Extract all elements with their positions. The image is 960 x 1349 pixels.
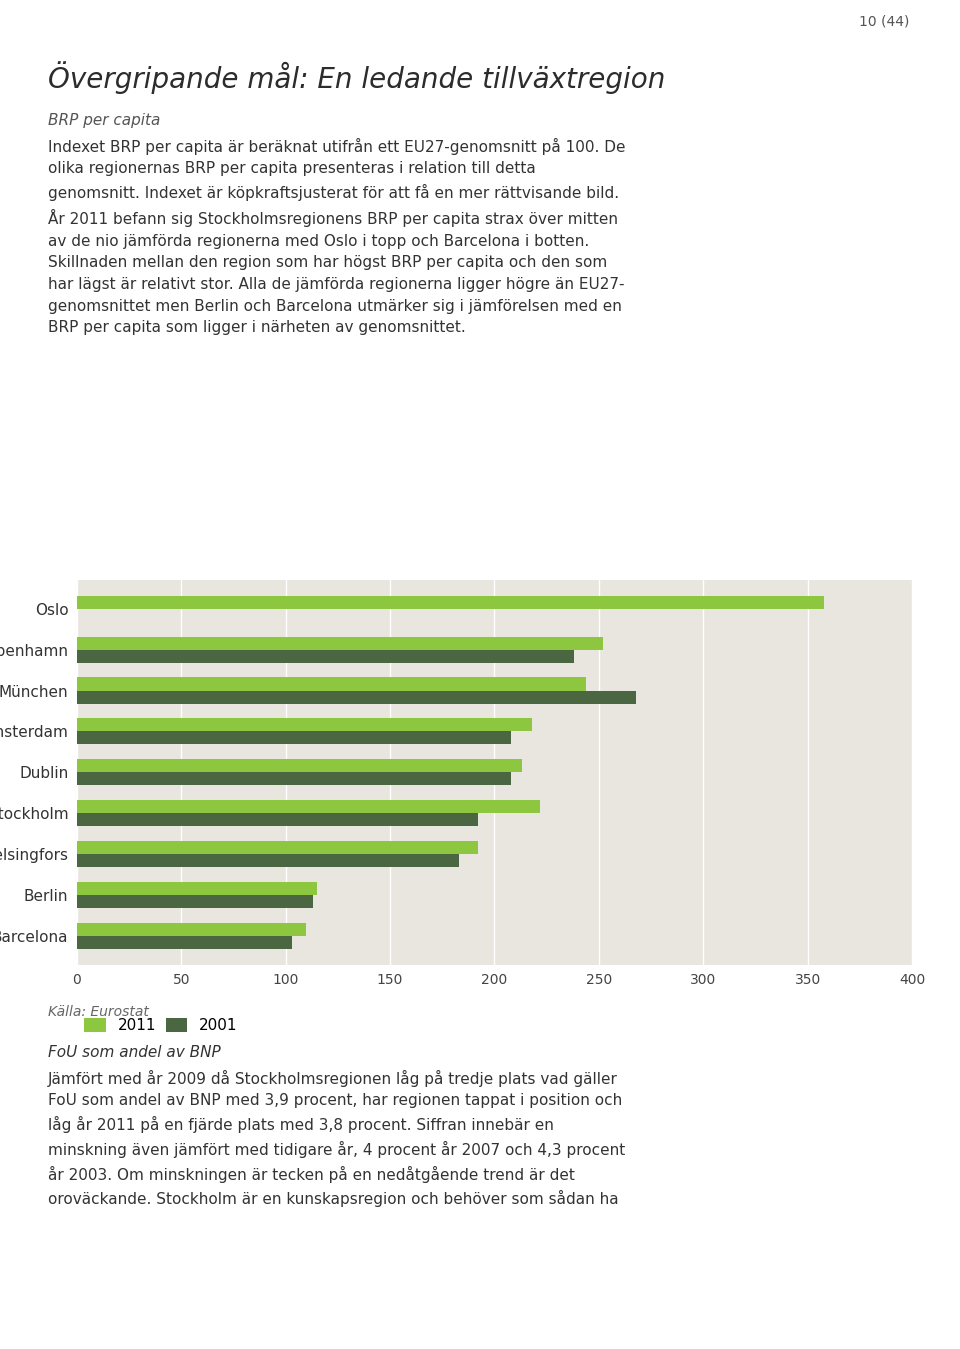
Bar xyxy=(77,650,574,662)
Bar xyxy=(77,759,521,772)
Bar xyxy=(77,854,459,867)
Bar xyxy=(77,731,511,745)
Text: Källa: Eurostat: Källa: Eurostat xyxy=(48,1005,149,1018)
Text: Jämfört med år 2009 då Stockholmsregionen låg på tredje plats vad gäller
FoU som: Jämfört med år 2009 då Stockholmsregione… xyxy=(48,1070,625,1207)
Bar xyxy=(77,596,825,608)
Bar xyxy=(77,882,317,894)
Bar xyxy=(77,691,636,704)
Text: BRP per capita: BRP per capita xyxy=(86,557,225,575)
Text: BRP per capita: BRP per capita xyxy=(48,113,160,128)
Legend: 2011, 2001: 2011, 2001 xyxy=(84,1018,238,1033)
Bar xyxy=(77,813,478,827)
Bar xyxy=(77,936,292,948)
Bar xyxy=(77,637,603,650)
Bar xyxy=(77,923,306,936)
Bar xyxy=(77,772,511,785)
Bar xyxy=(77,840,478,854)
Bar xyxy=(77,677,587,691)
Bar xyxy=(77,894,313,908)
Bar xyxy=(77,718,532,731)
Text: FoU som andel av BNP: FoU som andel av BNP xyxy=(48,1045,221,1060)
Bar xyxy=(77,800,540,813)
Text: 10 (44): 10 (44) xyxy=(859,13,909,28)
Text: Övergripande mål: En ledande tillväxtregion: Övergripande mål: En ledande tillväxtreg… xyxy=(48,61,665,93)
Text: Indexet BRP per capita är beräknat utifrån ett EU27-genomsnitt på 100. De
olika : Indexet BRP per capita är beräknat utifr… xyxy=(48,138,626,335)
